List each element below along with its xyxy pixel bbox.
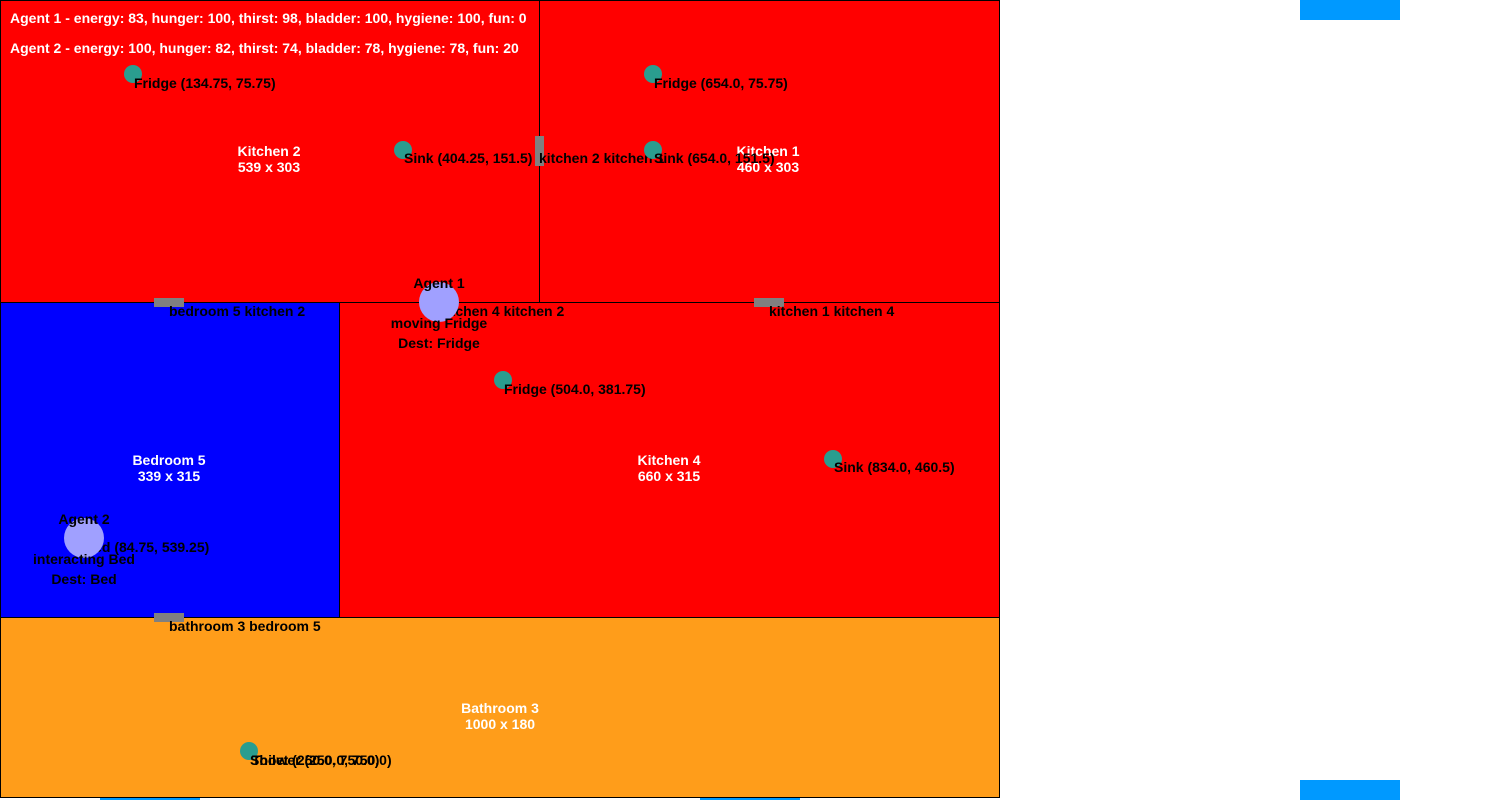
room-kitchen-4 [339,302,1000,618]
room-name: Kitchen 2 [237,143,301,159]
room-bathroom-3 [0,617,1000,798]
agent-action: moving Fridge [390,315,488,331]
agent-2-avatar[interactable] [64,518,104,558]
object-label: Bed (84.75, 539.25) [84,539,210,555]
room-name: Kitchen 1 [736,143,800,159]
room-name: Bathroom 3 [461,700,539,716]
room-kitchen-1 [539,0,1000,303]
fridge-icon[interactable] [494,371,512,389]
door-label: bathroom 3 bedroom 5 [169,618,321,634]
room-label-kitchen-1: Kitchen 1 460 x 303 [736,143,799,175]
object-label: Sink (404.25, 151.5) [404,150,533,166]
fridge-icon[interactable] [124,65,142,83]
door-label: kitchen 1 kitchen 4 [769,303,895,319]
object-label: Fridge (654.0, 75.75) [654,75,788,91]
room-kitchen-2 [0,0,540,303]
fridge-icon[interactable] [644,65,662,83]
door-kitchen1-kitchen4[interactable] [754,298,784,307]
agent-1-status: Agent 1 - energy: 83, hunger: 100, thirs… [10,10,527,26]
object-label: Fridge (134.75, 75.75) [134,75,276,91]
object-label: Shower (250.0, 750.0) [250,752,392,768]
room-size: 660 x 315 [637,468,701,484]
room-label-bedroom-5: Bedroom 5 339 x 315 [132,452,205,484]
door-bedroom5-kitchen2[interactable] [154,298,184,307]
agent-2-status: Agent 2 - energy: 100, hunger: 82, thirs… [10,40,519,56]
room-size: 1000 x 180 [464,716,536,732]
room-size: 460 x 303 [736,159,800,175]
agent-name: Agent 2 [58,511,110,527]
agent-name: Agent 1 [413,275,465,291]
object-label: Fridge (504.0, 381.75) [504,381,646,397]
object-label: Sink (654.0, 151.5) [654,150,775,166]
sink-icon[interactable] [644,141,662,159]
door-label: kitchen 2 kitchen 1 [539,150,665,166]
sink-icon[interactable] [824,450,842,468]
room-name: Kitchen 4 [637,452,701,468]
room-label-bathroom-3: Bathroom 3 1000 x 180 [461,700,539,732]
room-name: Bedroom 5 [132,452,206,468]
object-label: Sink (834.0, 460.5) [834,459,955,475]
door-label: kitchen 4 kitchen 2 [439,303,565,319]
room-bedroom-5 [0,302,340,618]
agent-destination: Dest: Bed [51,571,117,587]
door-kitchen2-kitchen1[interactable] [535,136,544,166]
room-label-kitchen-2: Kitchen 2 539 x 303 [237,143,300,175]
agent-1-avatar[interactable] [419,282,459,322]
room-size: 539 x 303 [237,159,301,175]
object-label: Toilet (250.0, 750.0) [252,752,380,768]
agent-destination: Dest: Fridge [398,335,480,351]
door-label: bedroom 5 kitchen 2 [169,303,306,319]
shower-icon[interactable] [240,742,258,760]
room-size: 339 x 315 [137,468,201,484]
agent-action: interacting Bed [33,551,135,567]
room-label-kitchen-4: Kitchen 4 660 x 315 [637,452,700,484]
door-bathroom3-bedroom5[interactable] [154,613,184,622]
window [1300,0,1400,20]
sink-icon[interactable] [394,141,412,159]
window [1300,780,1400,800]
